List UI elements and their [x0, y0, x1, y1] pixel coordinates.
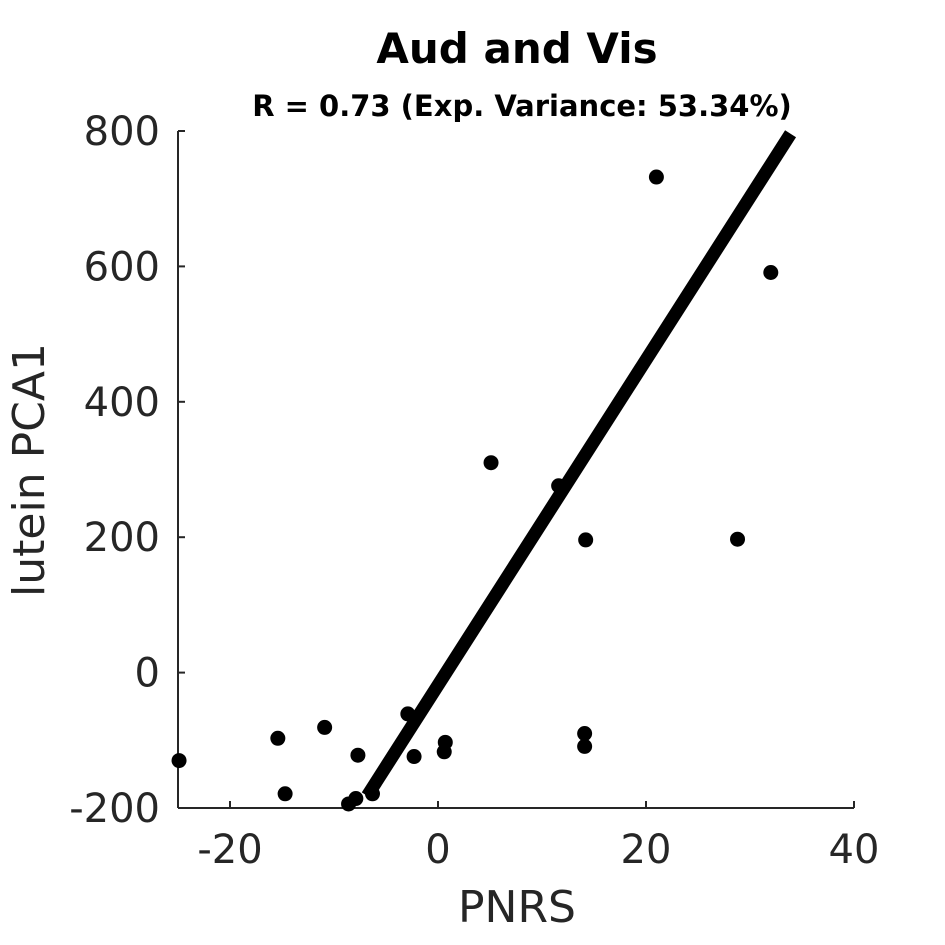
y-tick-label: 600: [84, 244, 160, 290]
data-point: [400, 706, 416, 722]
y-tick-label: 0: [135, 651, 160, 697]
data-point: [171, 753, 187, 769]
y-axis-label: lutein PCA1: [4, 343, 55, 597]
x-axis-label: PNRS: [458, 882, 576, 933]
x-tick-label: 40: [829, 827, 880, 873]
x-ticks: -20 0 20 40: [197, 801, 879, 873]
x-tick-label: 0: [425, 827, 450, 873]
data-point: [406, 749, 422, 765]
data-point: [577, 726, 593, 742]
data-points: [171, 169, 779, 812]
x-tick-label: -20: [197, 827, 262, 873]
y-tick-label: 800: [84, 109, 160, 155]
data-point: [551, 478, 567, 494]
data-point: [317, 719, 333, 735]
data-point: [436, 744, 452, 760]
data-point: [648, 169, 664, 185]
y-tick-label: 400: [84, 380, 160, 426]
data-point: [350, 747, 366, 763]
y-tick-label: -200: [69, 786, 160, 832]
y-tick-label: 200: [84, 515, 160, 561]
y-ticks: -200 0 200 400 600 800: [69, 109, 185, 832]
data-point: [763, 264, 779, 280]
chart-title: Aud and Vis: [376, 24, 657, 73]
data-point: [277, 786, 293, 802]
data-point: [483, 455, 499, 471]
regression-line: [361, 130, 797, 800]
data-point: [578, 532, 594, 548]
data-point: [730, 531, 746, 547]
data-point: [341, 796, 357, 812]
chart-subtitle: R = 0.73 (Exp. Variance: 53.34%): [252, 89, 792, 123]
axes: [177, 131, 854, 809]
data-point: [577, 738, 593, 754]
data-point: [364, 786, 380, 802]
x-tick-label: 20: [621, 827, 672, 873]
data-point: [270, 730, 286, 746]
